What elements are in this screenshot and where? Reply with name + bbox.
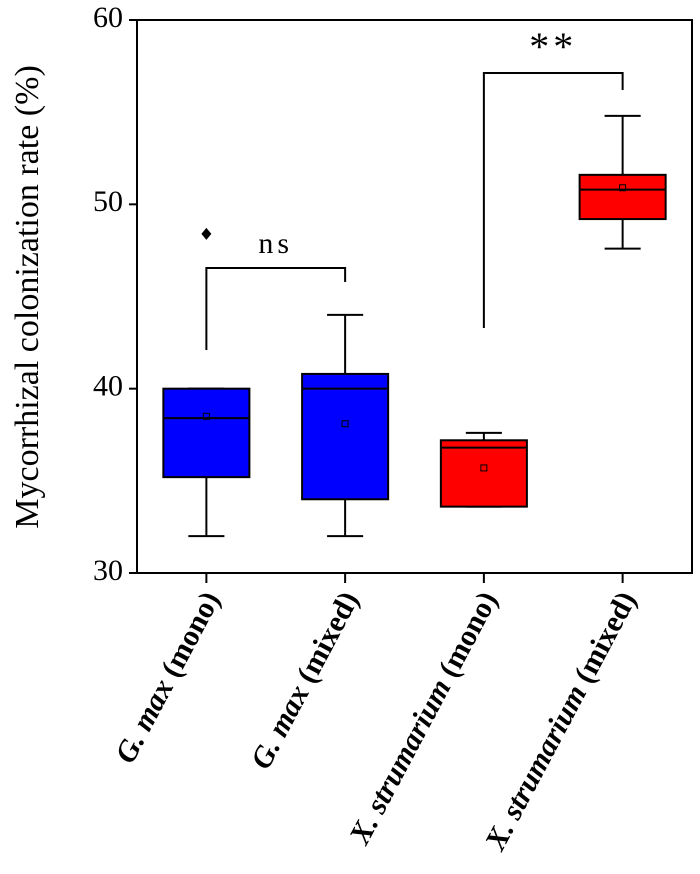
significance-label: ** [529, 24, 577, 69]
box [578, 173, 667, 221]
outlier [201, 227, 212, 240]
significance-bracket [482, 72, 624, 328]
y-tick-label: 60 [93, 1, 123, 34]
mean [480, 464, 488, 472]
x-tick-label: X. strumarium (mixed) [478, 586, 643, 856]
plot-frame [136, 19, 693, 574]
x-tick-label: G. max (mono) [109, 586, 227, 769]
x-tick-label: G. max (mixed) [244, 586, 365, 774]
box [162, 387, 251, 479]
y-axis-label: Mycorrhizal colonization rate (%) [9, 65, 46, 529]
mean [202, 412, 210, 420]
significance-label: ns [258, 227, 293, 260]
y-tick-label: 40 [93, 370, 123, 403]
significance-bracket [205, 267, 347, 350]
mean [619, 184, 627, 192]
y-tick-label: 30 [93, 554, 123, 587]
box [301, 372, 390, 501]
x-tick-label: X. strumarium (mono) [343, 586, 504, 850]
mean [341, 420, 349, 428]
y-tick-label: 50 [93, 185, 123, 218]
box [439, 439, 528, 508]
